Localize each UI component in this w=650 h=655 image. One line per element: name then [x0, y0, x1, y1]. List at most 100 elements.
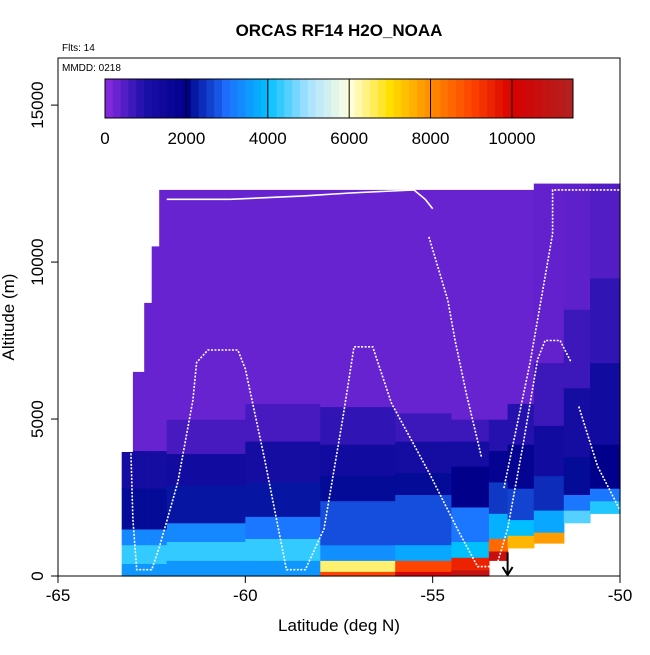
colorbar-segment — [440, 79, 449, 118]
colorbar-segment — [261, 79, 270, 118]
heatmap-cell — [395, 544, 452, 561]
heatmap-cell — [563, 387, 591, 458]
flight-track-line — [578, 406, 621, 511]
heatmap-cell — [121, 563, 134, 577]
colorbar-segment — [112, 79, 122, 118]
heatmap-cell — [151, 528, 160, 546]
heatmap-cell — [245, 481, 321, 517]
x-axis-label: Latitude (deg N) — [278, 616, 400, 635]
colorbar-segment — [315, 79, 324, 118]
heatmap-cell — [533, 510, 565, 533]
heatmap-cell — [533, 425, 565, 477]
heatmap-cell — [563, 494, 591, 511]
colorbar-segment — [417, 79, 426, 118]
heatmap-cell — [320, 500, 396, 546]
arrow-head — [501, 566, 514, 577]
heatmap-cell — [144, 563, 153, 577]
colorbar-segment — [183, 79, 192, 118]
y-tick-label: 15000 — [28, 81, 47, 128]
x-tick-label: -55 — [420, 586, 445, 605]
flight-track-line — [166, 189, 434, 210]
colorbar-segment — [510, 79, 519, 118]
heatmap-cell — [132, 488, 145, 530]
heatmap-cell — [451, 506, 490, 542]
flights-annotation: Flts: 14 — [62, 43, 95, 54]
heatmap-cell — [245, 560, 321, 577]
heatmap-cell — [590, 362, 621, 445]
date-annotation-bg — [60, 61, 128, 74]
heatmap-cell — [121, 528, 134, 546]
heatmap-layer — [121, 183, 621, 577]
heatmap-cell — [488, 419, 509, 451]
flight-track-line — [128, 339, 573, 571]
heatmap-cell — [166, 419, 246, 455]
heatmap-cell — [451, 569, 490, 577]
colorbar-segment — [268, 79, 278, 118]
colorbar-tick-label: 4000 — [249, 129, 287, 148]
heatmap-cell — [320, 406, 396, 445]
heatmap-cell — [151, 488, 160, 530]
colorbar-frame — [104, 78, 574, 119]
colorbar-segment — [128, 79, 137, 118]
heatmap-cell — [451, 466, 490, 508]
heatmap-cell — [488, 538, 509, 552]
heatmap-cell — [245, 403, 321, 442]
heatmap-cell — [507, 535, 535, 549]
x-tick-label: -60 — [233, 586, 258, 605]
heatmap-cell — [395, 189, 452, 414]
flight-track-line — [503, 189, 620, 489]
y-tick-label: 5000 — [28, 400, 47, 438]
colorbar-segment — [222, 79, 231, 118]
colorbar-segment — [292, 79, 301, 118]
colorbar-tick-label: 8000 — [412, 129, 450, 148]
heatmap-cell — [132, 544, 145, 564]
colorbar-segment — [362, 79, 371, 118]
colorbar-segment — [307, 79, 317, 118]
heatmap-cell — [590, 183, 621, 279]
y-tick-label: 10000 — [28, 238, 47, 285]
heatmap-cell — [144, 544, 153, 564]
heatmap-cell — [533, 362, 565, 426]
heatmap-cell — [320, 544, 396, 561]
colorbar-segment — [151, 79, 161, 118]
heatmap-cell — [507, 403, 535, 445]
colorbar-segment — [346, 79, 356, 118]
heatmap-cell — [144, 488, 153, 530]
heatmap-cell — [159, 528, 168, 546]
heatmap-cell — [451, 441, 490, 467]
colorbar-segment — [331, 79, 340, 118]
colorbar-segment — [354, 79, 363, 118]
colorbar-tick-label: 10000 — [488, 129, 535, 148]
colorbar-segment — [276, 79, 285, 118]
colorbar-segment — [456, 79, 465, 118]
colorbar-segment — [206, 79, 215, 118]
heatmap-cell — [533, 183, 565, 364]
heatmap-cell — [320, 560, 396, 572]
colorbar-segment — [432, 79, 441, 118]
heatmap-cell — [166, 560, 246, 577]
colorbar-tick-label: 0 — [100, 129, 109, 148]
heatmap-cell — [395, 560, 452, 572]
colorbar-tick-label: 6000 — [330, 129, 368, 148]
colorbar-segment — [237, 79, 246, 118]
x-tick-label: -65 — [46, 586, 71, 605]
colorbar-segment — [175, 79, 184, 118]
colorbar-segment — [409, 79, 418, 118]
colorbar-segment — [526, 79, 535, 118]
heatmap-cell — [451, 541, 490, 558]
heatmap-cell — [166, 485, 246, 524]
colorbar-segment — [300, 79, 309, 118]
heatmap-cell — [144, 528, 153, 546]
heatmap-cell — [121, 488, 134, 530]
colorbar-segment — [284, 79, 293, 118]
colorbar: 0 2000 4000 6000 8000 10000 — [100, 76, 577, 148]
x-tick-label: -50 — [608, 586, 633, 605]
colorbar-segment — [214, 79, 223, 118]
colorbar-segment — [245, 79, 254, 118]
heatmap-cell — [451, 557, 490, 571]
heatmap-cell — [563, 456, 591, 495]
heatmap-cell — [166, 522, 246, 542]
heatmap-cell — [121, 452, 134, 489]
heatmap-cell — [507, 444, 535, 489]
